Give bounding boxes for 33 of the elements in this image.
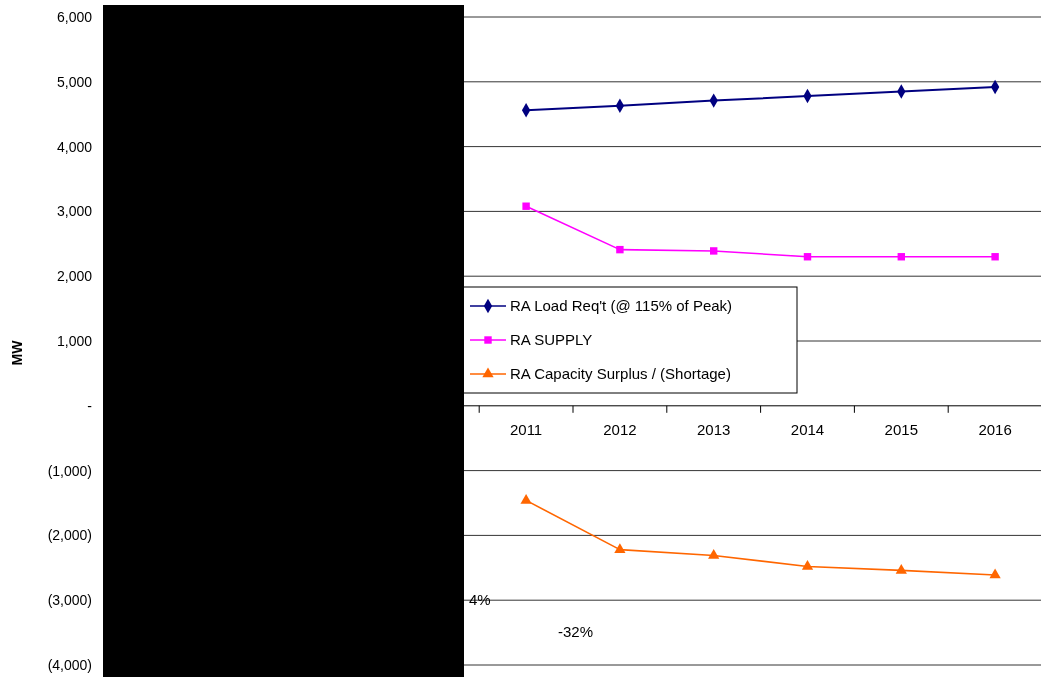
legend-label: RA Load Req't (@ 115% of Peak) <box>510 297 733 315</box>
legend-label: RA Capacity Surplus / (Shortage) <box>510 365 731 383</box>
y-tick-label: 2,000 <box>56 268 93 285</box>
annotation: -32% <box>558 623 594 640</box>
x-tick-label: 2011 <box>509 420 543 438</box>
point <box>520 493 532 504</box>
point <box>616 245 624 254</box>
legend-label: RA SUPPLY <box>510 331 593 349</box>
x-tick-label: 2016 <box>978 420 1012 438</box>
point <box>708 548 720 559</box>
y-tick-label: (3,000) <box>47 592 92 609</box>
y-tick-label: 6,000 <box>56 8 93 25</box>
y-tick-label: (1,000) <box>47 462 92 479</box>
point <box>895 563 907 574</box>
y-tick-label: (4,000) <box>47 656 92 673</box>
point <box>614 543 626 553</box>
y-tick-label: 4,000 <box>56 138 93 155</box>
point <box>709 247 718 255</box>
annotation: 4% <box>469 591 491 608</box>
x-tick-label: 2012 <box>603 420 637 438</box>
x-tick-label: 2013 <box>697 420 731 438</box>
point <box>522 202 530 210</box>
y-tick-label: 5,000 <box>56 73 93 90</box>
point <box>991 253 999 261</box>
y-axis-title: MW <box>9 339 25 366</box>
x-tick-label: 2015 <box>884 420 918 438</box>
x-tick-label: 2014 <box>790 420 825 438</box>
y-tick-label: (2,000) <box>47 527 92 544</box>
y-tick-label: - <box>87 397 93 414</box>
y-tick-label: 1,000 <box>56 332 93 349</box>
y-tick-label: 3,000 <box>56 203 93 220</box>
point <box>989 568 1001 579</box>
point <box>801 560 814 570</box>
